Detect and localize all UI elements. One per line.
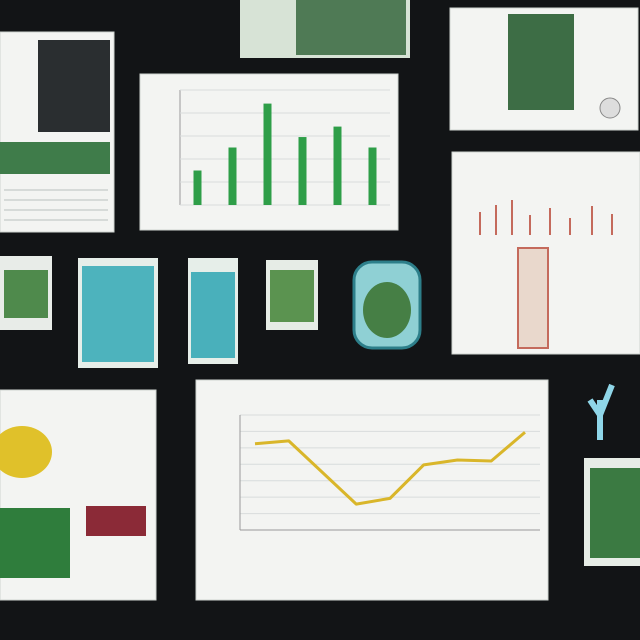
card-image bbox=[191, 272, 235, 358]
leaf-strip bbox=[0, 142, 110, 174]
bar bbox=[228, 147, 237, 205]
icon bbox=[599, 97, 621, 119]
text-lines bbox=[4, 189, 108, 221]
plant-figure bbox=[508, 14, 574, 110]
plant-icon bbox=[587, 383, 615, 440]
fruit-image bbox=[0, 426, 52, 478]
bar bbox=[263, 103, 272, 205]
dark-figure bbox=[38, 40, 110, 132]
line-chart-panel bbox=[195, 379, 549, 601]
column-figure bbox=[517, 247, 549, 349]
line-chart bbox=[239, 414, 540, 531]
line bbox=[254, 431, 526, 506]
jar-content bbox=[363, 282, 411, 338]
card-image bbox=[4, 270, 48, 318]
bar bbox=[368, 147, 377, 205]
card-image bbox=[270, 270, 314, 322]
leaf-image bbox=[0, 508, 70, 578]
bar bbox=[298, 137, 307, 205]
bar bbox=[333, 126, 342, 205]
bar-chart bbox=[179, 89, 390, 206]
red-image bbox=[86, 506, 146, 536]
plant-image bbox=[296, 0, 406, 55]
card-image bbox=[590, 468, 640, 558]
red-spikes bbox=[479, 200, 613, 235]
bar bbox=[193, 170, 202, 205]
card-image bbox=[82, 266, 154, 362]
